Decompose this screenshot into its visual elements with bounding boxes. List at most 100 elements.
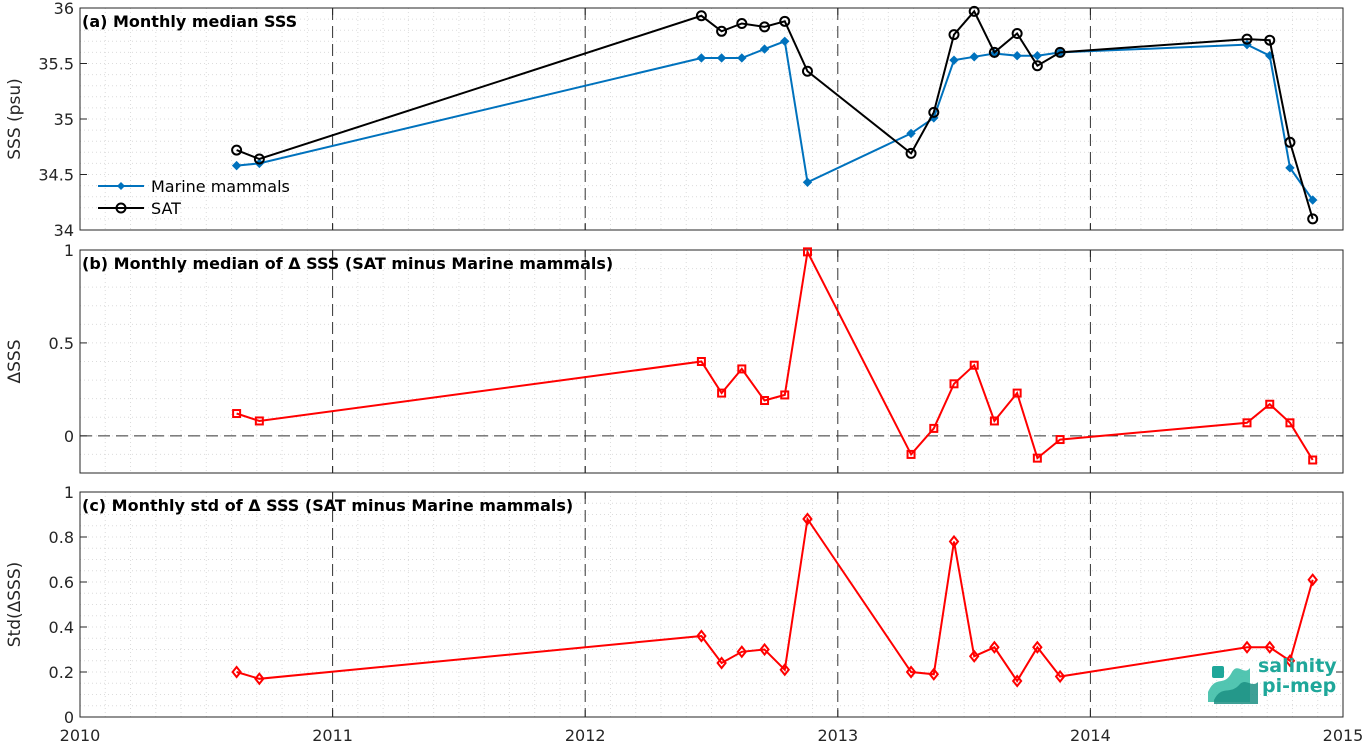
legend-marker [117,182,125,190]
salinity-pi-mep-logo: salinity pi-mep [1208,655,1337,704]
data-point [949,55,959,65]
data-point [801,65,813,77]
data-point [1031,60,1043,72]
data-point [1242,418,1252,428]
y-axis-label: Std(ΔSSS) [5,562,25,648]
legend-label: Marine mammals [151,177,290,196]
logo-text-line2: pi-mep [1262,675,1336,697]
data-point [696,53,707,63]
x-tick-label: 2013 [817,726,858,745]
data-point [802,177,813,187]
legend-label: SAT [151,199,181,218]
data-point [716,25,728,37]
data-point [1054,669,1066,684]
data-point [968,649,980,663]
logo-wave-icon [1212,666,1224,678]
data-point [1264,640,1276,654]
data-point [737,53,747,63]
y-tick-label: 0.4 [49,618,74,637]
data-point [1265,399,1275,409]
data-point [695,10,707,22]
y-tick-label: 36 [54,0,74,18]
data-point [232,409,242,419]
y-tick-label: 0.2 [49,663,74,682]
data-point [696,629,707,643]
x-tick-label: 2011 [312,726,353,745]
data-point [906,449,916,459]
data-point [929,423,939,433]
data-point [231,144,243,156]
data-point [779,15,791,27]
data-point [1012,51,1022,61]
y-tick-label: 35 [54,110,74,129]
data-point [779,663,791,677]
panel-title: (c) Monthly std of Δ SSS (SAT minus Mari… [82,496,573,515]
data-point [928,106,940,118]
data-point [989,416,999,426]
data-point [969,52,979,62]
panel-c: 0 0.2 0.4 0.6 0.8 1 2010 2011 2012 2013 2014 2015 St… [5,483,1363,745]
data-point [716,53,727,63]
y-axis-label: ΔSSS [5,339,25,383]
data-point [1032,453,1042,463]
logo-text-line1: salinity [1258,655,1337,677]
data-point [759,21,771,33]
data-point [906,128,916,139]
data-point [928,667,940,681]
data-point [717,388,727,398]
data-point [802,512,813,526]
data-point [1032,51,1043,61]
data-point [969,360,979,370]
y-tick-label: 1 [64,483,74,502]
y-tick-label: 0 [64,708,74,727]
panel-title: (b) Monthly median of Δ SSS (SAT minus M… [82,254,613,273]
data-point [1055,435,1065,445]
panel-title: (a) Monthly median SSS [82,12,297,31]
y-tick-label: 0.6 [49,573,74,592]
y-tick-label: 0.5 [49,334,74,353]
y-tick-label: 34 [54,221,74,240]
data-point [696,357,706,366]
x-tick-label: 2012 [565,726,606,745]
data-point [948,29,960,41]
data-point [1307,573,1318,587]
data-point [254,416,264,426]
data-point [759,642,770,657]
axes-box [79,491,1344,718]
data-point [737,364,747,374]
data-point [231,160,242,171]
y-tick-label: 34.5 [38,166,74,185]
data-point [1011,28,1023,40]
x-tick-label: 2010 [60,726,101,745]
data-point [905,147,917,159]
data-point [1032,640,1043,654]
data-point [968,5,980,17]
data-point [716,656,727,670]
legend: Marine mammals SAT [98,177,290,218]
data-point [905,665,917,679]
legend-marker [115,202,127,214]
x-tick-label: 2015 [1323,726,1364,745]
data-point [989,640,1000,654]
data-point [1308,455,1318,465]
y-tick-label: 0.8 [49,528,74,547]
data-point [1054,46,1066,58]
data-point [759,44,770,54]
data-point [1241,33,1253,45]
data-point [760,396,770,406]
data-point [988,46,1000,58]
logo-wave-shape-2 [1214,682,1258,704]
data-point [1241,640,1253,654]
x-tick-label: 2014 [1070,726,1111,745]
data-point [1012,388,1022,398]
data-point [1285,418,1295,428]
data-point [736,645,748,659]
data-point [948,534,960,549]
y-tick-label: 0 [64,427,74,446]
data-point [736,18,748,30]
data-point [254,672,265,686]
data-point [1307,213,1319,225]
data-point [253,153,265,165]
y-tick-label: 1 [64,241,74,260]
